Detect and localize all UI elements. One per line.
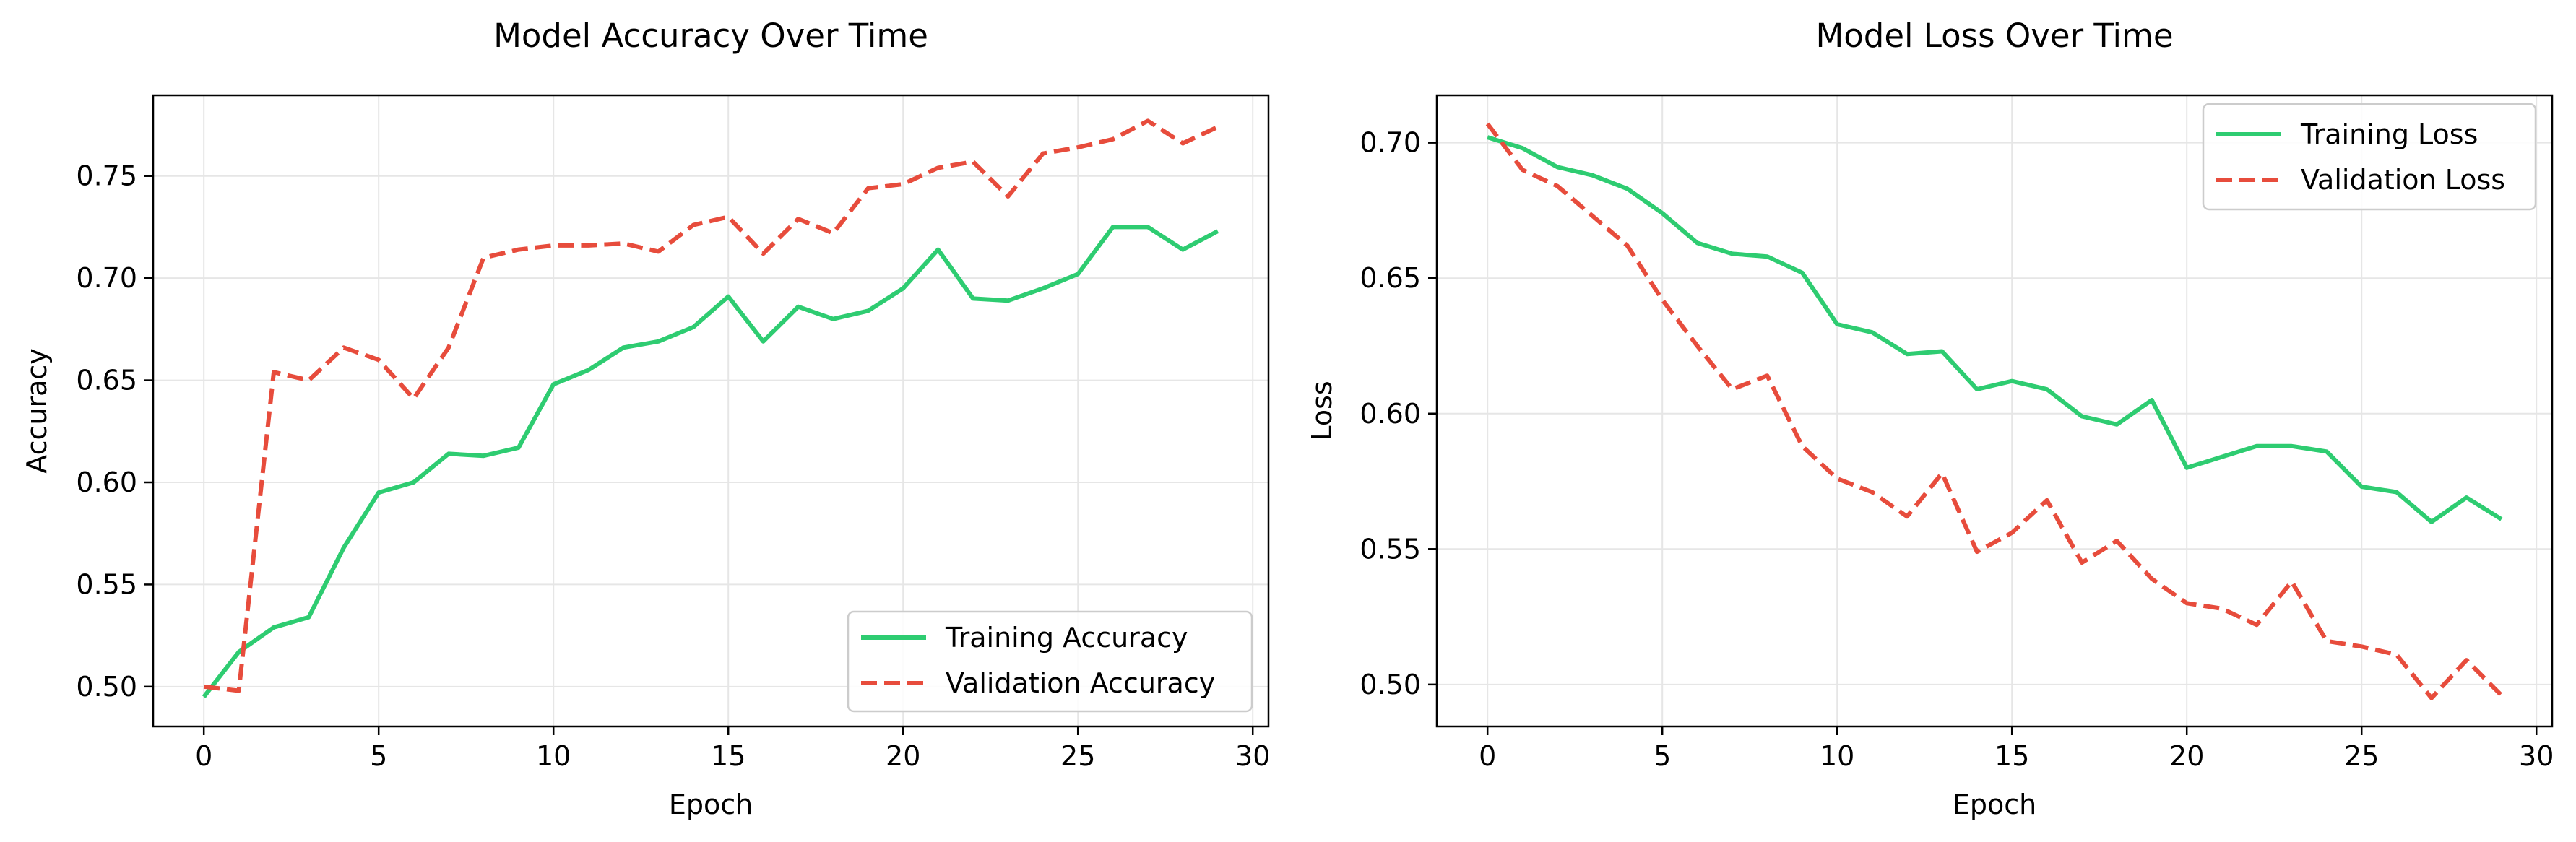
loss-series-training-line xyxy=(1487,135,2503,524)
accuracy-x-tick-label: 0 xyxy=(195,740,212,772)
accuracy-y-axis-label: Accuracy xyxy=(21,348,53,474)
accuracy-x-axis-label: Epoch xyxy=(669,789,753,820)
loss-legend: Training Loss Validation Loss xyxy=(2202,103,2537,211)
loss-legend-label-validation: Validation Loss xyxy=(2301,164,2505,196)
loss-x-tick-label: 5 xyxy=(1654,740,1671,772)
accuracy-series-validation-line xyxy=(203,118,1219,693)
loss-x-tick-label: 0 xyxy=(1479,740,1496,772)
accuracy-x-tick-label: 20 xyxy=(886,740,920,772)
accuracy-y-tick-label: 0.65 xyxy=(76,365,137,396)
loss-y-tick-label: 0.60 xyxy=(1360,398,1421,430)
accuracy-x-tick-label: 5 xyxy=(370,740,387,772)
loss-legend-box xyxy=(2202,103,2537,211)
loss-legend-label-training: Training Loss xyxy=(2300,118,2478,150)
loss-y-axis-label: Loss xyxy=(1306,381,1338,440)
accuracy-chart: Model Accuracy Over Time 0 5 10 15 20 25 30 0.5… xyxy=(21,17,1270,820)
loss-x-tick-label: 30 xyxy=(2519,740,2554,772)
loss-y-tick-label: 0.50 xyxy=(1360,669,1421,700)
accuracy-chart-title: Model Accuracy Over Time xyxy=(493,17,928,55)
loss-x-tick-label: 20 xyxy=(2169,740,2204,772)
loss-x-axis-label: Epoch xyxy=(1953,789,2036,820)
loss-x-tick-label: 15 xyxy=(1994,740,2029,772)
loss-plot-frame xyxy=(1435,94,2554,728)
accuracy-legend-label-training: Training Accuracy xyxy=(945,622,1188,654)
accuracy-y-tick-label: 0.50 xyxy=(76,671,137,703)
accuracy-x-tick-label: 25 xyxy=(1060,740,1095,772)
accuracy-gridlines xyxy=(153,95,1268,726)
loss-chart: Model Loss Over Time 0 5 10 15 20 25 30 0.50 0.5… xyxy=(1306,17,2554,820)
accuracy-x-tick-label: 30 xyxy=(1235,740,1270,772)
loss-series-layer xyxy=(1485,122,2503,700)
accuracy-legend-label-validation: Validation Accuracy xyxy=(946,667,1215,699)
accuracy-series-training-line xyxy=(202,225,1219,698)
loss-y-tick-label: 0.65 xyxy=(1360,262,1421,294)
accuracy-y-tick-label: 0.70 xyxy=(76,262,137,294)
loss-y-tick-label: 0.70 xyxy=(1360,127,1421,159)
loss-x-tick-label: 10 xyxy=(1820,740,1854,772)
loss-y-tick-label: 0.55 xyxy=(1360,533,1421,565)
loss-chart-title: Model Loss Over Time xyxy=(1815,17,2173,55)
accuracy-legend-box xyxy=(847,610,1253,713)
accuracy-x-tick-label: 10 xyxy=(536,740,571,772)
loss-x-tick-label: 25 xyxy=(2344,740,2379,772)
loss-ticks: 0 5 10 15 20 25 30 0.50 0.55 0.60 0.65 0.70 xyxy=(1360,127,2554,772)
accuracy-y-tick-label: 0.60 xyxy=(76,466,137,498)
accuracy-series-layer xyxy=(202,118,1219,698)
accuracy-legend: Training Accuracy Validation Accuracy xyxy=(847,610,1253,713)
accuracy-y-tick-label: 0.55 xyxy=(76,568,137,600)
accuracy-plot-frame xyxy=(152,94,1270,728)
accuracy-y-tick-label: 0.75 xyxy=(76,160,137,192)
accuracy-ticks: 0 5 10 15 20 25 30 0.50 0.55 0.60 0.65 0.70 0.75 xyxy=(76,160,1270,772)
loss-series-validation-line xyxy=(1485,122,2503,700)
accuracy-x-tick-label: 15 xyxy=(711,740,745,772)
